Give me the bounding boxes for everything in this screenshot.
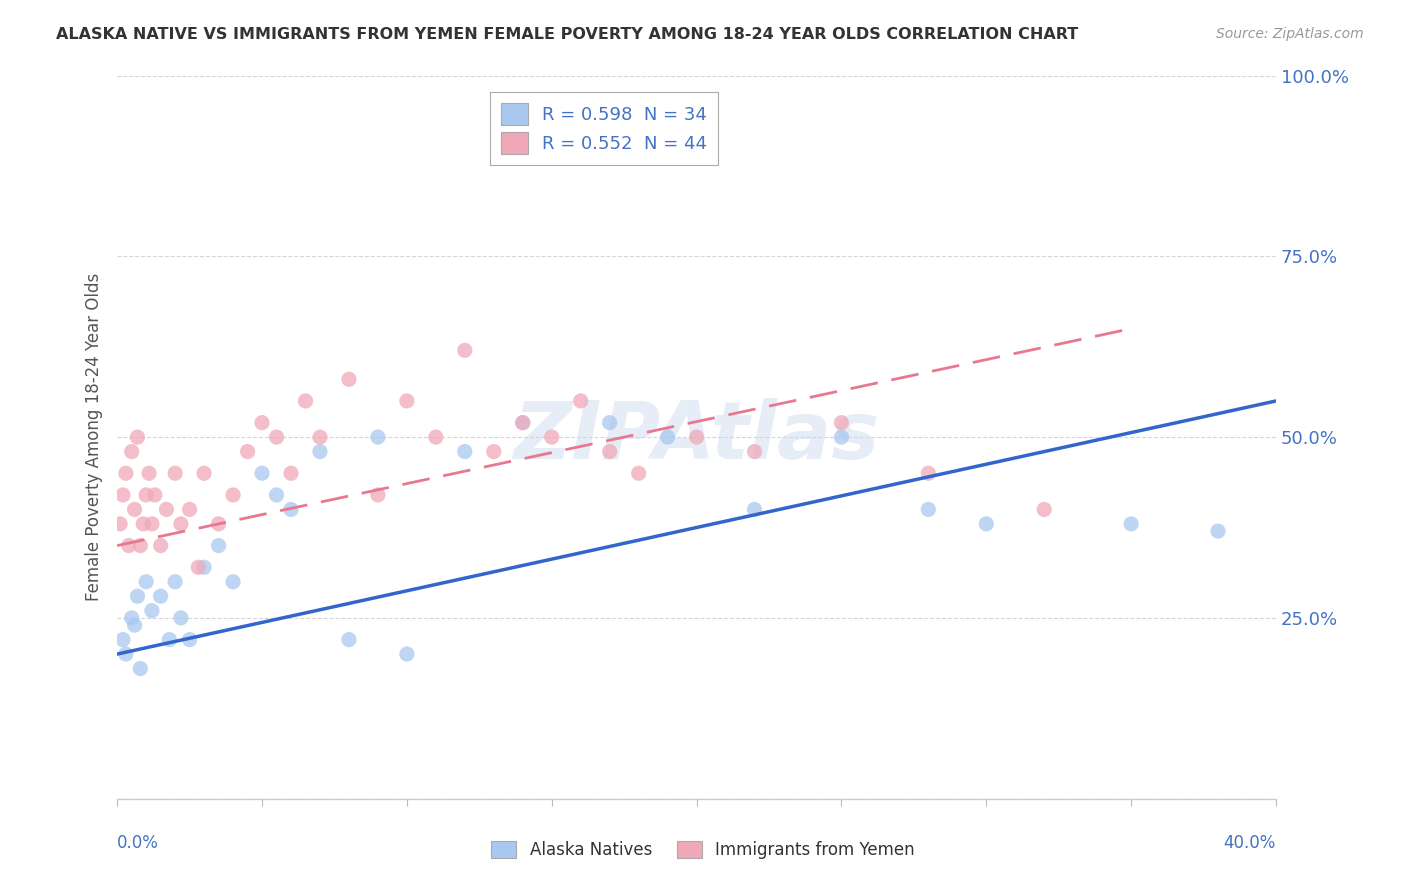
Point	[309, 430, 332, 444]
Point	[193, 467, 215, 481]
Point	[685, 430, 707, 444]
Point	[250, 416, 273, 430]
Point	[207, 516, 229, 531]
Point	[569, 393, 592, 408]
Text: ALASKA NATIVE VS IMMIGRANTS FROM YEMEN FEMALE POVERTY AMONG 18-24 YEAR OLDS CORR: ALASKA NATIVE VS IMMIGRANTS FROM YEMEN F…	[56, 27, 1078, 42]
Point	[599, 416, 621, 430]
Point	[118, 539, 141, 553]
Point	[115, 647, 138, 661]
Point	[170, 611, 193, 625]
Point	[129, 661, 152, 675]
Point	[337, 372, 360, 386]
Point	[830, 416, 852, 430]
Point	[222, 574, 245, 589]
Point	[367, 488, 389, 502]
Point	[127, 589, 149, 603]
Point	[569, 141, 592, 155]
Point	[222, 488, 245, 502]
Point	[141, 604, 163, 618]
Point	[179, 502, 201, 516]
Point	[129, 539, 152, 553]
Text: Source: ZipAtlas.com: Source: ZipAtlas.com	[1216, 27, 1364, 41]
Point	[124, 502, 146, 516]
Point	[187, 560, 209, 574]
Point	[1033, 502, 1056, 516]
Point	[294, 393, 316, 408]
Point	[657, 430, 679, 444]
Point	[395, 393, 418, 408]
Point	[280, 467, 302, 481]
Point	[367, 430, 389, 444]
Legend: Alaska Natives, Immigrants from Yemen: Alaska Natives, Immigrants from Yemen	[485, 834, 921, 866]
Point	[127, 430, 149, 444]
Point	[149, 589, 172, 603]
Point	[425, 430, 447, 444]
Point	[135, 488, 157, 502]
Point	[266, 430, 288, 444]
Point	[917, 467, 939, 481]
Point	[179, 632, 201, 647]
Point	[512, 416, 534, 430]
Point	[155, 502, 177, 516]
Text: 0.0%: 0.0%	[117, 834, 159, 852]
Point	[132, 516, 155, 531]
Point	[974, 516, 997, 531]
Y-axis label: Female Poverty Among 18-24 Year Olds: Female Poverty Among 18-24 Year Olds	[86, 273, 103, 601]
Point	[165, 574, 187, 589]
Point	[111, 632, 134, 647]
Point	[141, 516, 163, 531]
Point	[111, 488, 134, 502]
Point	[149, 539, 172, 553]
Point	[266, 488, 288, 502]
Text: 40.0%: 40.0%	[1223, 834, 1277, 852]
Point	[830, 430, 852, 444]
Point	[124, 618, 146, 632]
Point	[309, 444, 332, 458]
Point	[599, 444, 621, 458]
Point	[236, 444, 259, 458]
Point	[170, 516, 193, 531]
Point	[193, 560, 215, 574]
Point	[108, 516, 131, 531]
Point	[1206, 524, 1229, 538]
Point	[115, 467, 138, 481]
Point	[157, 632, 180, 647]
Point	[143, 488, 166, 502]
Point	[744, 502, 766, 516]
Point	[280, 502, 302, 516]
Point	[627, 467, 650, 481]
Point	[1119, 516, 1142, 531]
Legend: R = 0.598  N = 34, R = 0.552  N = 44: R = 0.598 N = 34, R = 0.552 N = 44	[489, 92, 718, 165]
Text: ZIPAtlas: ZIPAtlas	[513, 398, 880, 476]
Point	[337, 632, 360, 647]
Point	[540, 430, 562, 444]
Point	[454, 343, 477, 358]
Point	[250, 467, 273, 481]
Point	[395, 647, 418, 661]
Point	[121, 611, 143, 625]
Point	[512, 416, 534, 430]
Point	[135, 574, 157, 589]
Point	[917, 502, 939, 516]
Point	[138, 467, 160, 481]
Point	[482, 444, 505, 458]
Point	[121, 444, 143, 458]
Point	[207, 539, 229, 553]
Point	[454, 444, 477, 458]
Point	[744, 444, 766, 458]
Point	[165, 467, 187, 481]
